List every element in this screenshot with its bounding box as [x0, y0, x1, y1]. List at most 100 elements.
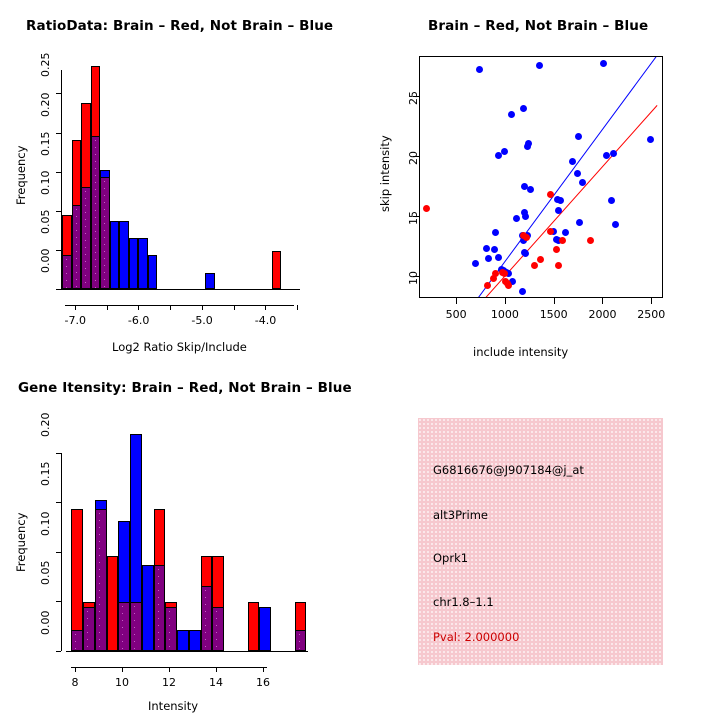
gene-ytick-label: 0.10	[39, 511, 52, 536]
gene-xtick-label: 10	[115, 676, 129, 689]
ratio-bar-blue	[205, 272, 215, 289]
scatter-point-not-brain	[520, 182, 528, 190]
gene-info-panel: G6816676@J907184@j_at alt3Prime Oprk1 ch…	[418, 418, 663, 665]
gene-bar-red	[247, 602, 260, 651]
scatter-point-not-brain	[521, 212, 529, 220]
ratio-xtick-mark	[201, 305, 203, 310]
gene-xtick-mark	[169, 667, 170, 672]
scatter-fit-line	[485, 105, 658, 297]
scatter-point-brain	[489, 275, 497, 283]
gene-bar-blue	[141, 564, 154, 651]
ratio-ytick-label: 0.05	[39, 209, 52, 234]
scatter-point-not-brain	[599, 59, 607, 67]
gene-bar-overlap	[118, 602, 131, 651]
gene-ytick-mark	[56, 452, 61, 454]
scatter-xtick-mark	[651, 298, 653, 304]
scatter-point-not-brain	[573, 170, 581, 178]
ratio-xtick-mark	[233, 305, 235, 310]
gene-xtick-mark	[75, 667, 76, 672]
scatter-point-brain	[500, 270, 508, 278]
gene-bar-overlap	[130, 602, 142, 651]
gene-bar-overlap	[71, 630, 84, 651]
gene-intensity-histogram-title: Gene Itensity: Brain – Red, Not Brain – …	[18, 380, 352, 396]
gene-ytick-label: 0.05	[39, 560, 52, 586]
ratio-baseline	[59, 289, 301, 290]
scatter-xtick-label: 1000	[490, 308, 519, 321]
gene-xtick-label: 14	[209, 676, 223, 689]
scatter-point-brain	[422, 205, 430, 213]
ratio-bar-overlap	[81, 186, 91, 289]
gene-xtick-mark	[216, 667, 217, 672]
scatter-fit-line	[478, 57, 657, 297]
gene-bar-overlap	[212, 607, 225, 651]
probe-id-text: G6816676@J907184@j_at	[433, 463, 584, 477]
ratio-ytick-label: 0.20	[39, 92, 52, 117]
gene-bar-overlap	[83, 607, 95, 651]
scatter-ytick-mark	[413, 216, 419, 218]
gene-ytick-mark	[56, 601, 61, 603]
scatter-point-not-brain	[561, 229, 569, 237]
gene-intensity-plot-area: 0.00 0.05 0.10 0.15 0.20 8 10 12 14 16	[0, 360, 360, 720]
gene-bar-blue	[177, 630, 189, 651]
gene-xtick-label: 12	[162, 676, 176, 689]
scatter-ytick-mark	[413, 95, 419, 97]
scatter-ytick-mark	[413, 155, 419, 157]
gene-ytick-mark	[56, 551, 61, 553]
scatter-plot-frame	[419, 56, 663, 298]
scatter-point-not-brain	[579, 178, 587, 186]
scatter-point-brain	[483, 282, 491, 290]
intensity-scatter-xlabel: include intensity	[473, 345, 569, 359]
scatter-xtick-mark	[553, 298, 555, 304]
ratio-ytick-mark	[56, 132, 61, 134]
scatter-xtick-label: 2000	[588, 308, 617, 321]
ratio-xtick-label: -6.0	[127, 314, 150, 327]
gene-xtick-mark	[263, 667, 264, 672]
scatter-point-not-brain	[602, 152, 610, 160]
scatter-xtick-label: 1500	[539, 308, 568, 321]
scatter-fit-lines	[478, 57, 658, 297]
intensity-scatter-plot-area: 10 15 20 25 500 1000 1500 2000 2500	[360, 0, 720, 360]
scatter-point-not-brain	[485, 254, 493, 262]
scatter-point-not-brain	[607, 196, 615, 204]
ratio-xtick-label: -7.0	[64, 314, 86, 327]
scatter-xtick-mark	[456, 298, 458, 304]
event-type-text: alt3Prime	[433, 508, 489, 522]
ratio-xtick-mark	[297, 305, 298, 310]
ratio-bar-overlap	[62, 254, 72, 289]
scatter-point-not-brain	[536, 62, 544, 70]
scatter-point-not-brain	[475, 65, 483, 73]
intensity-scatter-panel: Brain – Red, Not Brain – Blue skip inten…	[360, 0, 720, 360]
gene-bar-overlap	[294, 630, 307, 651]
gene-xtick-label: 16	[256, 676, 270, 689]
ratio-ytick-label: 0.10	[39, 170, 52, 195]
ratio-histogram-title: RatioData: Brain – Red, Not Brain – Blue	[26, 18, 334, 34]
ratio-ytick-label: 0.00	[39, 248, 52, 274]
gene-bar-overlap	[94, 509, 107, 651]
gene-ytick-label: 0.15	[39, 461, 52, 487]
ratio-bar-blue	[128, 238, 139, 289]
ratio-ytick-mark	[56, 93, 61, 95]
scatter-point-brain	[530, 261, 538, 269]
scatter-point-not-brain	[494, 152, 502, 160]
ratio-ytick-mark	[56, 249, 61, 251]
gene-bar-blue	[188, 630, 201, 651]
ratio-histogram-panel: RatioData: Brain – Red, Not Brain – Blue…	[0, 0, 360, 360]
scatter-point-not-brain	[521, 209, 529, 217]
ratio-ytick-mark	[56, 289, 61, 290]
scatter-point-not-brain	[490, 246, 498, 254]
scatter-point-not-brain	[609, 150, 617, 158]
scatter-point-not-brain	[526, 186, 534, 194]
scatter-point-brain	[558, 236, 566, 244]
scatter-point-brain	[555, 261, 563, 269]
gene-bar-overlap	[200, 585, 213, 651]
scatter-point-not-brain	[611, 221, 619, 229]
location-text: chr1.8–1.1	[433, 595, 494, 609]
scatter-point-not-brain	[646, 135, 654, 143]
ratio-ytick-label: 0.25	[39, 52, 52, 78]
scatter-point-not-brain	[575, 218, 583, 226]
gene-bar-overlap	[165, 607, 178, 651]
ratio-xtick-mark	[265, 305, 267, 310]
ratio-xaxis-line	[65, 305, 294, 306]
ratio-bar-blue	[119, 220, 129, 289]
